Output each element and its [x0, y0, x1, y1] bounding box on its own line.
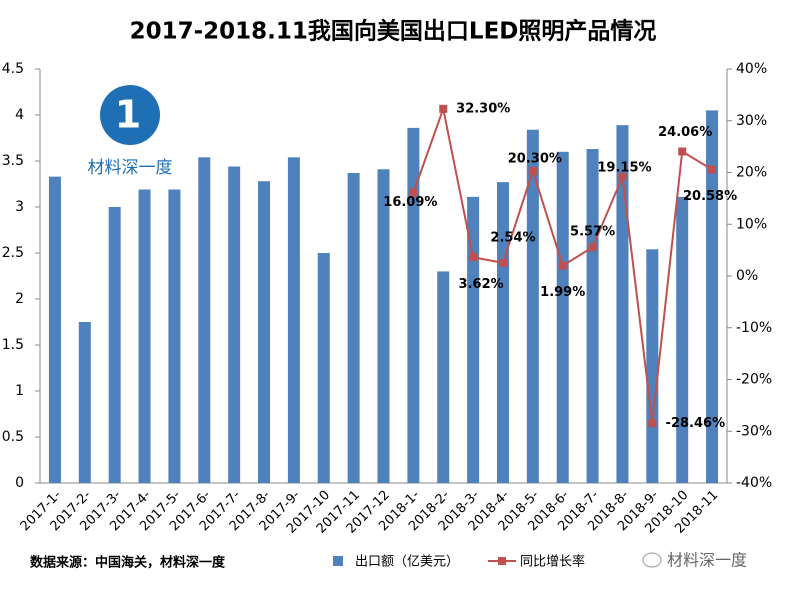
bar: [258, 181, 271, 484]
bar: [377, 169, 390, 483]
y2-tick-label: -20%: [736, 372, 772, 388]
bar: [407, 127, 420, 483]
bar: [706, 110, 719, 484]
data-label: 24.06%: [658, 125, 712, 140]
bar: [496, 182, 509, 483]
bar: [138, 189, 151, 483]
watermark: 材料深一度: [642, 551, 747, 570]
y2-tick-label: 30%: [736, 113, 767, 129]
watermark-text: 材料深一度: [667, 551, 747, 570]
y-tick-label: 3: [15, 199, 24, 215]
source-note: 数据来源：中国海关，材料深一度: [30, 555, 226, 571]
data-label: 16.09%: [383, 195, 437, 210]
y-tick-label: 1.5: [2, 337, 24, 353]
y-tick-label: 2: [15, 291, 24, 307]
marker: [558, 261, 567, 270]
marker: [498, 258, 507, 267]
data-label: 1.99%: [540, 285, 585, 300]
data-label: 3.62%: [459, 277, 504, 292]
bar: [646, 249, 659, 483]
bar: [616, 125, 629, 484]
bar: [48, 176, 61, 483]
bar: [437, 271, 450, 483]
y-tick-label: 1: [15, 383, 24, 399]
bar: [168, 189, 181, 483]
legend-marker: [498, 557, 506, 565]
y-tick-label: 2.5: [2, 245, 24, 261]
logo: [100, 85, 160, 145]
marker: [588, 243, 597, 252]
marker: [409, 188, 418, 197]
bar: [198, 157, 211, 483]
data-label: 5.57%: [570, 225, 615, 240]
y-tick-label: 3.5: [2, 153, 24, 169]
y2-tick-label: 10%: [736, 216, 767, 232]
bar: [347, 172, 360, 483]
y2-tick-label: -10%: [736, 320, 772, 336]
bar: [676, 196, 689, 483]
marker: [708, 165, 717, 174]
logo-glyph: 1: [115, 93, 141, 137]
y-tick-label: 0: [15, 475, 24, 491]
data-label: -28.46%: [666, 416, 726, 431]
data-label: 20.58%: [683, 189, 737, 204]
y2-tick-label: -30%: [736, 423, 772, 439]
bar: [108, 207, 121, 483]
bar: [526, 129, 539, 483]
chart-title: 2017-2018.11我国向美国出口LED照明产品情况: [130, 18, 657, 45]
bar: [317, 253, 330, 483]
marker: [439, 104, 448, 113]
bar: [78, 322, 91, 483]
y2-tick-label: 40%: [736, 61, 767, 77]
marker: [648, 419, 657, 428]
y-tick-label: 4.5: [2, 61, 24, 77]
marker: [618, 172, 627, 181]
bar: [287, 157, 300, 483]
bar: [467, 196, 480, 483]
y-tick-label: 0.5: [2, 429, 24, 445]
bar: [556, 151, 569, 484]
data-label: 19.15%: [597, 160, 651, 175]
legend-label: 出口额（亿美元）: [355, 555, 459, 570]
bar: [586, 149, 599, 484]
wechat-icon: [642, 552, 662, 568]
y-tick-label: 4: [15, 107, 24, 123]
y2-tick-label: -40%: [736, 475, 772, 491]
data-label: 20.30%: [508, 151, 562, 166]
data-label: 2.54%: [490, 230, 535, 245]
data-label: 32.30%: [456, 101, 510, 116]
marker: [528, 166, 537, 175]
legend-label: 同比增长率: [520, 554, 585, 570]
logo-text: 材料深一度: [88, 158, 173, 178]
y2-tick-label: 0%: [736, 268, 758, 284]
bar: [228, 166, 241, 483]
marker: [469, 253, 478, 262]
legend-swatch: [333, 556, 343, 566]
y2-tick-label: 20%: [736, 165, 767, 181]
marker: [678, 147, 687, 156]
